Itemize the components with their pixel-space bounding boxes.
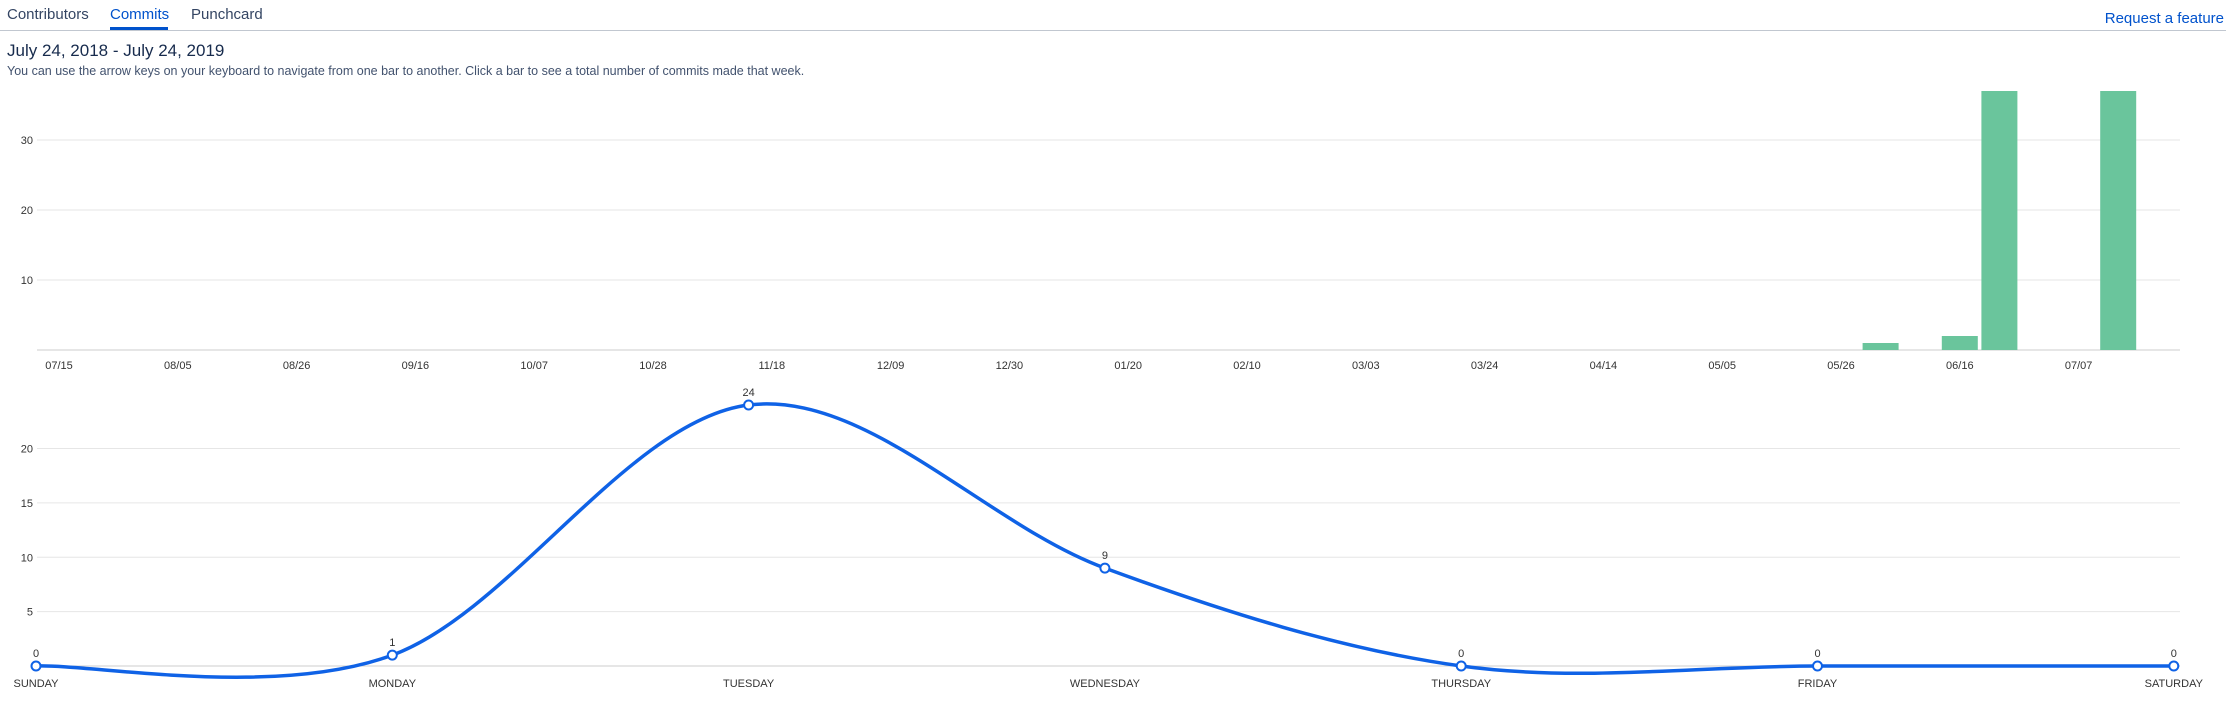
bar-x-tick-label: 08/26 [283,360,311,372]
request-feature-link[interactable]: Request a feature [2104,10,2224,27]
bar-x-tick-label: 01/20 [1114,360,1142,372]
bar-x-tick-label: 08/05 [164,360,192,372]
bar-y-tick-label: 10 [21,275,33,287]
line-y-tick-label: 10 [21,552,33,564]
line-y-tick-label: 15 [21,498,33,510]
bar-x-tick-label: 10/28 [639,360,667,372]
data-label: 1 [389,637,395,649]
bar-x-tick-label: 11/18 [758,360,785,372]
bar-y-tick-label: 20 [21,205,33,217]
data-label: 0 [33,648,39,660]
weekly-commits-bar-chart: 10 20 30 07/15 08/05 08/26 09/16 10/07 10/28 11/1… [21,91,2180,372]
line-x-tick-label: WEDNESDAY [1070,678,1141,690]
bar[interactable] [1941,336,1978,350]
bar-x-tick-label: 07/07 [2065,360,2093,372]
bar-x-tick-label: 07/15 [45,360,73,372]
line-x-tick-label: TUESDAY [723,678,775,690]
data-point[interactable] [1812,660,1823,672]
line-y-tick-label: 5 [27,607,33,619]
bar-x-tick-label: 12/09 [877,360,905,372]
line-x-tick-label: SUNDAY [13,678,59,690]
bar-x-tick-label: 03/24 [1471,360,1499,372]
data-label: 0 [2171,648,2177,660]
bar-y-tick-label: 30 [21,135,33,147]
data-point[interactable] [2168,660,2180,672]
line-x-tick-label: SATURDAY [2145,678,2204,690]
data-point[interactable] [743,399,755,411]
bar-x-tick-label: 12/30 [996,360,1024,372]
bar-x-tick-label: 05/26 [1827,360,1855,372]
bar-x-tick-label: 06/16 [1946,360,1974,372]
data-label: 9 [1102,550,1108,562]
keyboard-hint: You can use the arrow keys on your keybo… [7,64,805,78]
line-x-tick-label: FRIDAY [1798,678,1838,690]
data-point[interactable] [386,649,398,661]
bar-x-tick-label: 04/14 [1590,360,1618,372]
bar[interactable] [2100,91,2137,350]
date-range-title: July 24, 2018 - July 24, 2019 [7,41,225,60]
line-x-tick-label: THURSDAY [1431,678,1491,690]
line-x-tick-label: MONDAY [369,678,417,690]
tab-contributors[interactable]: Contributors [7,6,89,23]
bar-x-tick-label: 03/03 [1352,360,1380,372]
bar-x-tick-label: 10/07 [520,360,548,372]
bar-x-tick-label: 02/10 [1233,360,1261,372]
bar[interactable] [1981,91,2018,350]
commits-line [35,402,2174,679]
line-y-tick-label: 20 [21,444,33,456]
bar-x-tick-label: 05/05 [1708,360,1736,372]
data-point[interactable] [30,660,42,672]
bar-x-tick-label: 09/16 [402,360,430,372]
data-label: 0 [1814,648,1820,660]
data-point[interactable] [1455,660,1467,672]
bar[interactable] [1862,343,1899,350]
data-label: 24 [742,387,754,399]
tab-punchcard[interactable]: Punchcard [191,6,263,23]
tab-commits[interactable]: Commits [110,6,170,23]
tab-bar: Contributors Commits Punchcard Request a… [0,0,2226,31]
data-label: 0 [1458,648,1464,660]
data-point[interactable] [1099,562,1111,574]
active-tab-indicator [110,27,168,30]
